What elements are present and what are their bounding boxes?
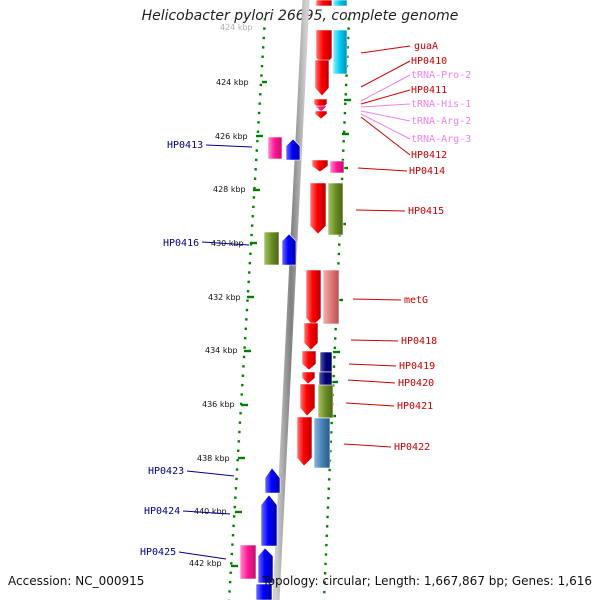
- gene-arrow-HP0413[interactable]: [285, 138, 301, 161]
- forward-genes: [296, 0, 348, 469]
- gene-arrow-HP0423[interactable]: [264, 467, 281, 494]
- genome-summary-text: Topology: circular; Length: 1,667,867 bp…: [262, 574, 592, 588]
- tick-label-top: 424 kbp: [220, 23, 253, 32]
- gene-label-HP0412[interactable]: HP0412: [411, 150, 447, 161]
- left-dotted-axis: [227, 17, 267, 600]
- gene-arrow-HP0418[interactable]: [303, 322, 319, 351]
- gene-label-metG[interactable]: metG: [404, 295, 428, 306]
- gene-cog-HP0425[interactable]: [239, 544, 257, 580]
- gene-label-HP0413[interactable]: HP0413: [167, 140, 203, 151]
- gene-label-tRNA-Arg-3[interactable]: tRNA-Arg-3: [411, 134, 471, 145]
- gene-label-HP0423[interactable]: HP0423: [148, 466, 184, 477]
- tick-label-432: 432 kbp: [208, 293, 241, 302]
- gene-top-partial-cog: [332, 0, 348, 7]
- gene-arrow-HP0422[interactable]: [296, 416, 313, 467]
- label-leaders: [178, 45, 411, 560]
- gene-label-HP0419[interactable]: HP0419: [399, 361, 435, 372]
- gene-label-HP0422[interactable]: HP0422: [394, 442, 430, 453]
- gene-cog-HP0413[interactable]: [267, 136, 283, 160]
- gene-label-HP0411[interactable]: HP0411: [411, 85, 447, 96]
- tick-label-440: 440 kbp: [194, 507, 227, 516]
- gene-cog-HP0416[interactable]: [263, 231, 280, 266]
- gene-label-HP0415[interactable]: HP0415: [408, 206, 444, 217]
- tick-label-438: 438 kbp: [197, 454, 230, 463]
- reverse-genes: [239, 136, 301, 600]
- gene-arrow-HP0424[interactable]: [260, 494, 278, 547]
- tick-label-424: 424 kbp: [216, 78, 249, 87]
- gene-label-guaA[interactable]: guaA: [414, 41, 438, 52]
- gene-top-partial: [315, 0, 333, 7]
- gene-bottom-partial: [255, 583, 273, 600]
- map-title: Helicobacter pylori 26695, complete geno…: [141, 8, 459, 24]
- tick-label-428: 428 kbp: [213, 185, 246, 194]
- gene-cog-HP0419[interactable]: [319, 351, 333, 373]
- gene-arrow-HP0419[interactable]: [301, 350, 317, 371]
- gene-cog-guaA[interactable]: [332, 29, 348, 75]
- gene-arrow-HP0412[interactable]: [314, 110, 328, 120]
- gene-cog-HP0420[interactable]: [318, 371, 333, 387]
- tick-label-434: 434 kbp: [205, 346, 238, 355]
- accession-text: Accession: NC_000915: [8, 574, 145, 588]
- gene-cog-HP0421[interactable]: [317, 384, 334, 419]
- gene-label-tRNA-His-1[interactable]: tRNA-His-1: [411, 99, 471, 110]
- tick-label-436: 436 kbp: [202, 400, 235, 409]
- gene-label-HP0414[interactable]: HP0414: [409, 166, 445, 177]
- trna-gene-his[interactable]: [314, 105, 328, 113]
- gene-label-HP0410[interactable]: HP0410: [411, 56, 447, 67]
- gene-arrow-HP0420[interactable]: [301, 371, 316, 385]
- gene-arrow-HP0421[interactable]: [299, 383, 316, 417]
- gene-label-HP0418[interactable]: HP0418: [401, 336, 437, 347]
- gene-arrow-HP0414[interactable]: [311, 159, 329, 173]
- gene-cog-HP0422[interactable]: [313, 417, 331, 469]
- gene-arrow-HP0410[interactable]: [314, 59, 330, 97]
- gene-cog-HP0415[interactable]: [327, 182, 344, 236]
- gene-label-HP0420[interactable]: HP0420: [398, 378, 434, 389]
- gene-cog-HP0414[interactable]: [329, 160, 345, 174]
- tick-label-442: 442 kbp: [189, 559, 222, 568]
- gene-arrow-HP0415[interactable]: [309, 182, 327, 235]
- gene-label-HP0424[interactable]: HP0424: [144, 506, 180, 517]
- gene-label-tRNA-Arg-2[interactable]: tRNA-Arg-2: [411, 116, 471, 127]
- gene-label-tRNA-Pro-2[interactable]: tRNA-Pro-2: [411, 70, 471, 81]
- gene-label-HP0416[interactable]: HP0416: [163, 238, 199, 249]
- gene-arrow-HP0425[interactable]: [257, 547, 274, 584]
- gene-arrow-HP0416[interactable]: [281, 233, 297, 266]
- tick-label-426: 426 kbp: [215, 132, 248, 141]
- gene-label-HP0421[interactable]: HP0421: [397, 401, 433, 412]
- gene-label-HP0425[interactable]: HP0425: [140, 547, 176, 558]
- gene-cog-metG[interactable]: [322, 269, 340, 325]
- genome-backbone: [272, 0, 310, 600]
- gene-arrow-metG[interactable]: [305, 269, 322, 327]
